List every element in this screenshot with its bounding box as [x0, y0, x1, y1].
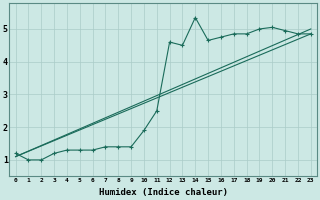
X-axis label: Humidex (Indice chaleur): Humidex (Indice chaleur) — [99, 188, 228, 197]
